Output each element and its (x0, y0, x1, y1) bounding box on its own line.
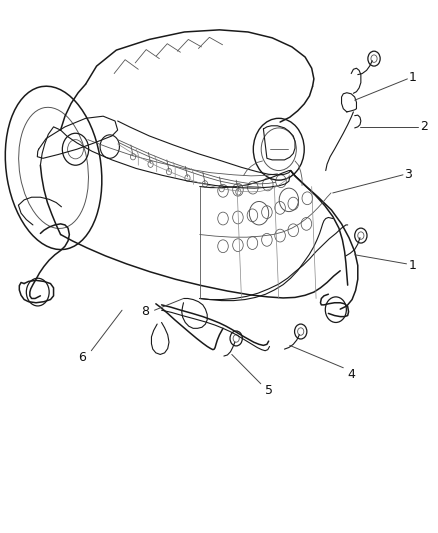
Text: 6: 6 (78, 351, 86, 364)
Text: 1: 1 (408, 259, 416, 272)
Text: 1: 1 (408, 71, 416, 84)
Text: 2: 2 (419, 120, 427, 133)
Text: 8: 8 (141, 305, 148, 318)
Text: 3: 3 (403, 168, 411, 181)
Text: 5: 5 (264, 384, 272, 397)
Text: 4: 4 (346, 368, 354, 381)
